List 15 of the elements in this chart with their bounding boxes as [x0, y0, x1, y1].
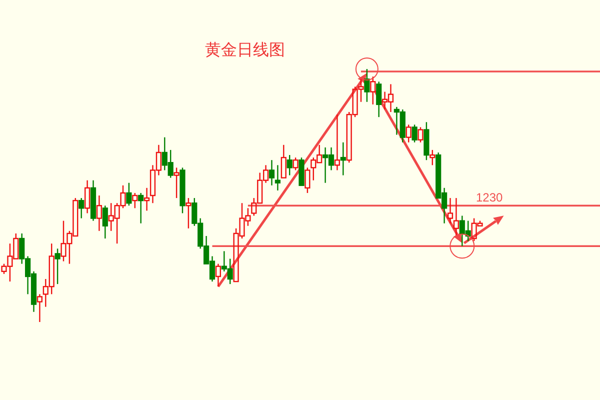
candlestick [364, 68, 370, 102]
candlestick [340, 142, 346, 176]
candlestick [36, 294, 42, 323]
candlestick [102, 205, 108, 240]
annotation: 1230 [476, 190, 504, 205]
candlestick [334, 114, 340, 171]
candlestick [90, 180, 96, 222]
chart-title: 黄金日线图 [205, 40, 285, 59]
candlestick [274, 164, 280, 192]
candlestick [268, 159, 275, 186]
candlestick [453, 197, 459, 237]
candlestick [96, 194, 102, 232]
candlestick [144, 187, 150, 212]
candlestick [447, 197, 454, 224]
candlestick [84, 180, 90, 214]
